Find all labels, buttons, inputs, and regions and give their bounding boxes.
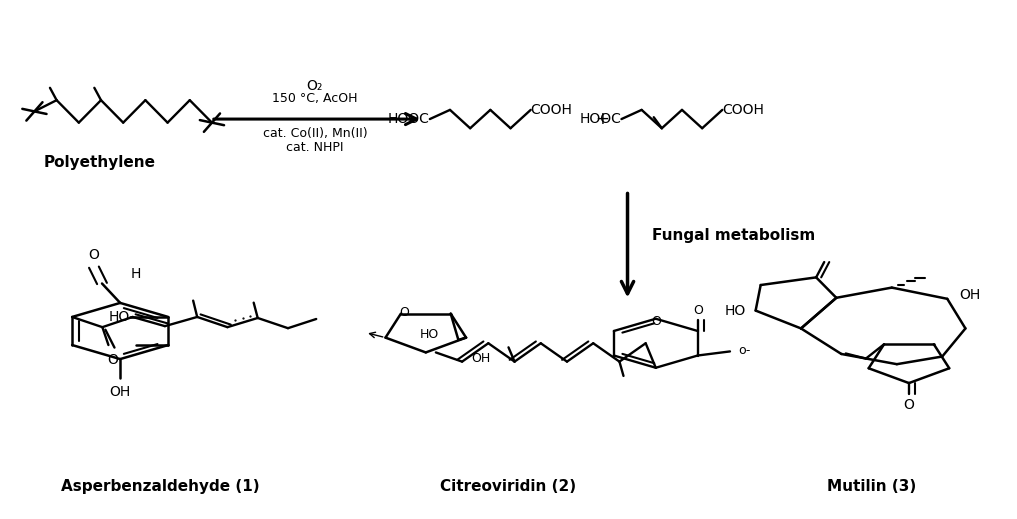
Text: o-: o- xyxy=(738,344,751,357)
Text: O: O xyxy=(651,315,661,327)
Text: +: + xyxy=(595,110,609,128)
Text: HO: HO xyxy=(109,310,130,324)
Text: HO: HO xyxy=(419,328,438,341)
Text: HOOC: HOOC xyxy=(387,112,430,126)
Text: 150 °C, AcOH: 150 °C, AcOH xyxy=(273,92,358,105)
Text: O: O xyxy=(903,399,914,413)
Text: O₂: O₂ xyxy=(307,79,323,93)
Text: O: O xyxy=(88,248,100,262)
Text: OH: OH xyxy=(959,288,980,302)
Text: COOH: COOH xyxy=(722,103,764,117)
Text: Citreoviridin (2): Citreoviridin (2) xyxy=(440,479,577,494)
Text: cat. NHPI: cat. NHPI xyxy=(286,141,344,154)
Text: cat. Co(II), Mn(II): cat. Co(II), Mn(II) xyxy=(262,127,367,140)
Text: Mutilin (3): Mutilin (3) xyxy=(827,479,916,494)
Text: HO: HO xyxy=(724,304,745,318)
Text: Fungal metabolism: Fungal metabolism xyxy=(652,228,815,243)
Text: Polyethylene: Polyethylene xyxy=(44,155,156,170)
Text: Asperbenzaldehyde (1): Asperbenzaldehyde (1) xyxy=(61,479,259,494)
Text: HOOC: HOOC xyxy=(580,112,621,126)
Text: OH: OH xyxy=(110,385,131,399)
Text: H: H xyxy=(130,267,140,281)
Text: O: O xyxy=(693,304,703,317)
Text: COOH: COOH xyxy=(531,103,573,117)
Text: O: O xyxy=(107,353,118,367)
Text: O: O xyxy=(400,306,410,319)
Text: OH: OH xyxy=(471,352,490,365)
